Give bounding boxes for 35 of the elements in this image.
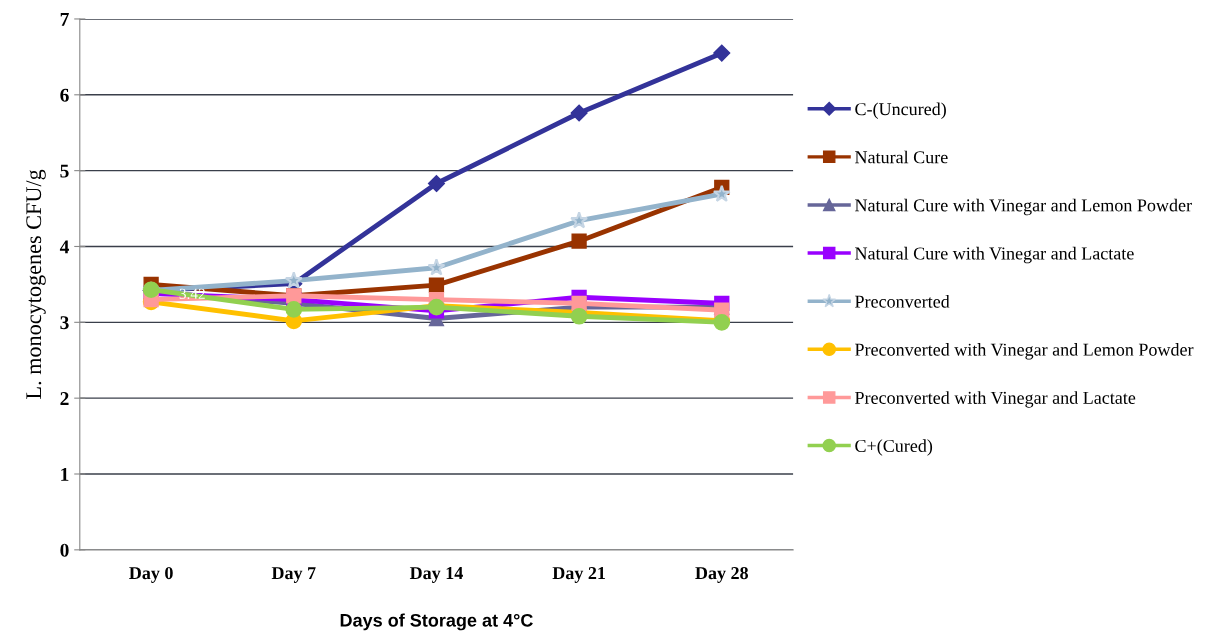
legend-label: Preconverted with Vinegar and Lemon Powder: [855, 343, 1194, 360]
y-tick-label: 5: [60, 164, 69, 178]
y-tick-label: 7: [60, 12, 69, 26]
point: [570, 307, 588, 325]
legend-label: C-(Uncured): [855, 102, 946, 119]
point: [285, 301, 303, 318]
point: [427, 258, 446, 276]
x-tick-label: Day 28: [695, 566, 749, 583]
y-tick-label: 4: [59, 240, 70, 254]
legend-label: Natural Cure: [855, 150, 948, 164]
y-axis-title: L. monocytogenes CFU/g: [26, 169, 46, 399]
x-axis-title: Days of Storage at 4°C: [340, 613, 533, 631]
point: [713, 44, 731, 62]
x-tick-label: Day 21: [552, 567, 606, 583]
point: [712, 184, 731, 202]
y-tick-label: 6: [60, 88, 69, 102]
y-tick-label: 0: [60, 543, 69, 557]
legend-label: Preconverted: [855, 295, 950, 308]
y-tick-label: 1: [61, 467, 69, 481]
point: [570, 104, 588, 122]
point: [284, 271, 303, 289]
point: [571, 233, 587, 249]
legend-label: Natural Cure with Vinegar and Lemon Powder: [855, 198, 1192, 216]
x-tick-label: Day 7: [271, 567, 316, 583]
point: [428, 277, 445, 293]
y-tick-label: 2: [60, 392, 69, 405]
y-tick-label: 3: [60, 316, 69, 330]
x-tick-label: Day 0: [129, 566, 173, 583]
point: [571, 295, 587, 311]
point: [427, 174, 446, 193]
legend-label: Natural Cure with Vinegar and Lactate: [855, 246, 1134, 264]
point: [570, 211, 589, 229]
x-tick-label: Day 14: [409, 567, 463, 583]
legend-label: Preconverted with Vinegar and Lactate: [855, 391, 1136, 408]
legend-label: C+(Cured): [855, 439, 933, 456]
